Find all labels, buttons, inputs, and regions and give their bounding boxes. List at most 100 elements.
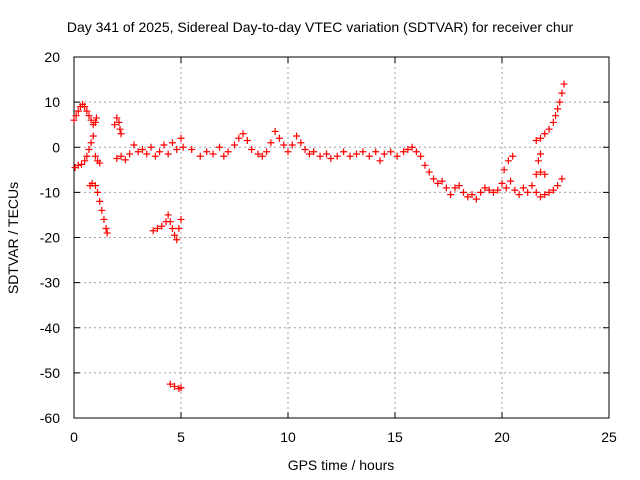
data-point xyxy=(243,136,251,144)
data-point xyxy=(408,143,416,151)
data-point xyxy=(500,166,508,174)
data-point xyxy=(98,206,106,214)
data-point xyxy=(147,143,155,151)
data-point xyxy=(166,380,174,388)
data-point xyxy=(393,152,401,160)
data-point xyxy=(404,146,412,154)
data-point xyxy=(117,130,125,138)
data-point xyxy=(173,146,181,154)
data-point xyxy=(494,186,502,194)
y-axis-title: SDTVAR / TECUs xyxy=(5,182,21,294)
data-point xyxy=(173,236,181,244)
data-point xyxy=(70,116,78,124)
data-point xyxy=(121,156,129,164)
data-point xyxy=(323,150,331,158)
plot-frame xyxy=(73,56,610,419)
data-point xyxy=(151,152,159,160)
y-tick-label: -10 xyxy=(40,184,60,200)
y-tick-label: -30 xyxy=(40,275,60,291)
data-point xyxy=(258,152,266,160)
data-point xyxy=(102,224,110,232)
data-point xyxy=(372,148,380,156)
data-point xyxy=(560,80,568,88)
data-point xyxy=(447,191,455,199)
data-point xyxy=(160,141,168,149)
data-point xyxy=(365,152,373,160)
data-point xyxy=(549,118,557,126)
data-point xyxy=(156,148,164,156)
data-point xyxy=(489,188,497,196)
data-point xyxy=(196,152,204,160)
data-point xyxy=(143,150,151,158)
data-point xyxy=(376,157,384,165)
data-point xyxy=(96,159,104,167)
data-point xyxy=(177,215,185,223)
data-point xyxy=(72,112,80,120)
data-point xyxy=(554,105,562,113)
x-tick-label: 10 xyxy=(280,429,296,445)
data-point xyxy=(545,188,553,196)
data-point xyxy=(455,182,463,190)
data-point xyxy=(117,152,125,160)
data-point xyxy=(359,148,367,156)
data-point xyxy=(179,143,187,151)
chart-title: Day 341 of 2025, Sidereal Day-to-day VTE… xyxy=(67,19,574,35)
data-point xyxy=(87,116,95,124)
data-point xyxy=(554,182,562,190)
data-point xyxy=(532,136,540,144)
data-point xyxy=(134,148,142,156)
data-point xyxy=(175,224,183,232)
data-point xyxy=(91,152,99,160)
data-point xyxy=(537,134,545,142)
data-point xyxy=(541,170,549,178)
data-point xyxy=(168,139,176,147)
data-point xyxy=(346,152,354,160)
data-point xyxy=(81,157,89,165)
data-point xyxy=(263,148,271,156)
data-point xyxy=(83,152,91,160)
data-point xyxy=(267,139,275,147)
data-point xyxy=(288,141,296,149)
data-point xyxy=(280,141,288,149)
data-point xyxy=(352,150,360,158)
data-point xyxy=(116,125,124,133)
data-point xyxy=(293,132,301,140)
data-point xyxy=(171,382,179,390)
data-point xyxy=(85,112,93,120)
data-point xyxy=(220,152,228,160)
data-point xyxy=(552,112,559,120)
data-point xyxy=(327,155,335,163)
x-tick-label: 15 xyxy=(387,429,403,445)
data-point xyxy=(515,191,523,199)
data-point xyxy=(438,177,446,185)
data-point xyxy=(271,127,279,135)
data-point xyxy=(231,141,238,149)
x-tick-label: 20 xyxy=(494,429,510,445)
data-point xyxy=(115,118,123,126)
data-point xyxy=(275,134,283,142)
data-point xyxy=(74,107,82,115)
data-point xyxy=(541,130,549,138)
data-point xyxy=(239,130,247,138)
data-point xyxy=(224,148,232,156)
data-point xyxy=(434,179,442,187)
data-point xyxy=(301,146,309,154)
data-point xyxy=(188,146,196,154)
data-point xyxy=(83,107,91,115)
data-point xyxy=(387,148,395,156)
data-point xyxy=(537,150,545,158)
data-point xyxy=(451,184,459,192)
y-tick-label: -20 xyxy=(40,230,60,246)
x-tick-label: 5 xyxy=(177,429,185,445)
data-point xyxy=(305,150,313,158)
data-point xyxy=(541,191,549,199)
data-point xyxy=(89,132,97,140)
data-point xyxy=(537,168,545,176)
data-point xyxy=(507,177,515,185)
x-tick-label: 25 xyxy=(601,429,617,445)
data-point xyxy=(166,218,174,226)
data-point xyxy=(459,188,467,196)
data-point xyxy=(81,103,89,111)
tick-labels: 0 5 10 15 20 25 -60 -50 -40 -30 -20 -10 0 10 20 xyxy=(40,49,617,445)
data-point xyxy=(216,143,224,151)
